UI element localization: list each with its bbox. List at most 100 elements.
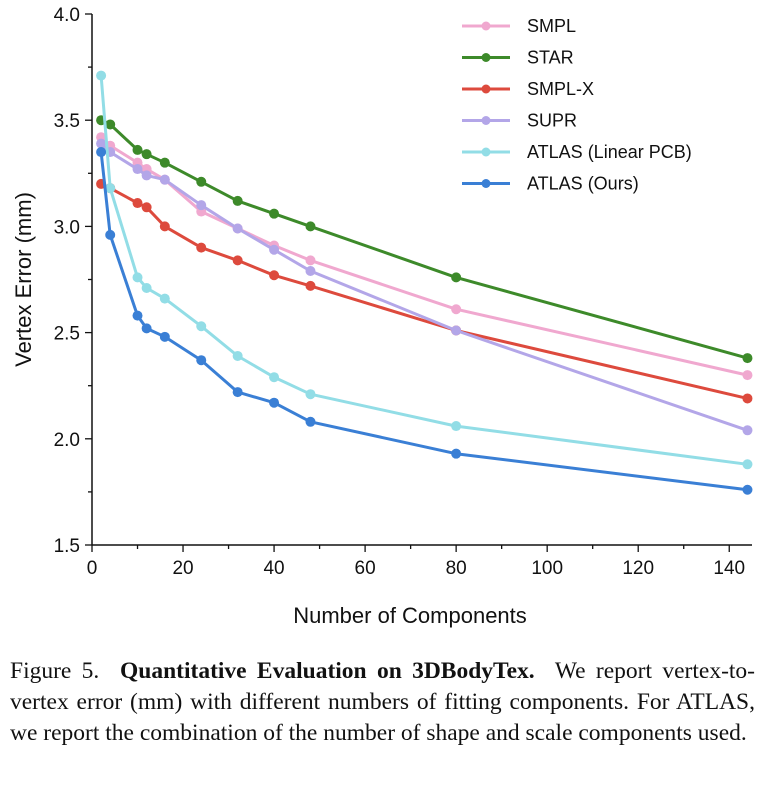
series-layer [96, 70, 753, 495]
data-point [96, 70, 107, 81]
data-point [96, 147, 107, 158]
legend: SMPL STAR SMPL-X SUPR ATLAS (Linear PCB) ATLA… [462, 16, 692, 194]
y-tick-label: 3.5 [54, 111, 80, 132]
data-point [232, 255, 243, 266]
series-supr [96, 138, 753, 436]
legend-swatch-marker [481, 53, 491, 62]
y-tick-label: 2.0 [54, 430, 80, 451]
data-point [105, 119, 116, 130]
data-point [132, 272, 143, 283]
caption-label: Figure 5. [10, 658, 100, 684]
data-point [141, 149, 152, 160]
legend-item: SMPL [462, 16, 576, 36]
series-line [100, 136, 748, 377]
figure-caption: Figure 5. Quantitative Evaluation on 3DB… [10, 656, 755, 749]
x-tick-label: 80 [446, 558, 467, 579]
data-point [159, 331, 170, 342]
data-point [742, 353, 753, 364]
series-atlas-ours [96, 147, 753, 495]
data-point [232, 387, 243, 398]
data-point [269, 244, 280, 255]
data-point [742, 459, 753, 470]
caption-text: We report vertex-to-vertex error (mm) wi… [10, 658, 756, 746]
legend-label: ATLAS (Ours) [527, 174, 639, 194]
series-line [100, 142, 748, 432]
data-point [141, 282, 152, 293]
data-point [451, 272, 462, 283]
data-point [141, 202, 152, 213]
legend-item: STAR [462, 48, 574, 68]
data-point [196, 355, 207, 366]
series-smpl [96, 132, 753, 381]
x-tick-label: 140 [713, 558, 745, 579]
data-point [305, 280, 316, 291]
legend-swatch-marker [481, 179, 491, 188]
data-point [451, 448, 462, 459]
data-point [451, 304, 462, 315]
data-point [132, 198, 143, 209]
series-atlas-linear-pcb [96, 70, 753, 470]
axes: 0 20 40 60 80 100 120 140 1.5 2.0 2.5 3.0 3.5 4.0 Numb… [11, 5, 752, 628]
series-line [99, 75, 748, 466]
legend-swatch-marker [481, 21, 491, 31]
data-point [96, 138, 107, 149]
legend-label: SMPL [527, 16, 576, 36]
y-tick-label: 2.5 [54, 324, 80, 345]
data-point [305, 416, 316, 427]
data-point [305, 255, 316, 266]
x-tick-label: 20 [172, 558, 193, 579]
data-point [269, 397, 280, 408]
data-point [305, 266, 316, 277]
series-star [96, 115, 753, 364]
x-tick-label: 40 [263, 558, 284, 579]
x-tick-label: 100 [531, 558, 563, 579]
y-tick-label: 1.5 [54, 536, 80, 557]
legend-swatch-marker [481, 84, 491, 94]
x-axis-title: Number of Components [293, 603, 527, 628]
data-point [159, 293, 170, 304]
data-point [132, 144, 143, 155]
x-tick-label: 120 [622, 558, 654, 579]
data-point [159, 157, 170, 168]
data-point [196, 200, 207, 211]
data-point [269, 208, 280, 219]
data-point [132, 164, 143, 175]
data-point [159, 221, 170, 232]
x-tick-label: 0 [87, 558, 98, 579]
data-point [305, 389, 316, 400]
legend-item: SMPL-X [462, 79, 594, 99]
data-point [269, 372, 280, 383]
data-point [232, 350, 243, 361]
y-axis-title: Vertex Error (mm) [11, 192, 36, 367]
x-tick-label: 60 [355, 558, 376, 579]
legend-item: ATLAS (Linear PCB) [462, 142, 692, 162]
data-point [196, 242, 207, 253]
data-point [196, 176, 207, 187]
data-point [196, 321, 207, 332]
data-point [141, 323, 152, 334]
data-point [105, 229, 116, 240]
data-point [451, 421, 462, 432]
legend-swatch-marker [481, 147, 491, 157]
data-point [232, 223, 243, 234]
series-smpl-x [96, 178, 753, 404]
data-point [451, 325, 462, 336]
series-line [100, 182, 748, 400]
data-point [141, 170, 152, 181]
legend-label: SMPL-X [527, 79, 594, 99]
legend-label: SUPR [527, 111, 577, 131]
data-point [232, 195, 243, 206]
line-chart: 0 20 40 60 80 100 120 140 1.5 2.0 2.5 3.0 3.5 4.0 Numb… [11, 5, 753, 628]
caption-title: Quantitative Evaluation on 3DBodyTex. [119, 658, 535, 684]
y-tick-label: 3.0 [54, 217, 80, 238]
data-point [742, 484, 753, 495]
data-point [269, 270, 280, 281]
legend-label: ATLAS (Linear PCB) [527, 142, 692, 162]
data-point [742, 425, 753, 436]
data-point [305, 221, 316, 232]
data-point [159, 174, 170, 185]
legend-item: SUPR [462, 111, 577, 131]
legend-item: ATLAS (Ours) [462, 174, 639, 194]
data-point [742, 370, 753, 381]
data-point [132, 310, 143, 321]
